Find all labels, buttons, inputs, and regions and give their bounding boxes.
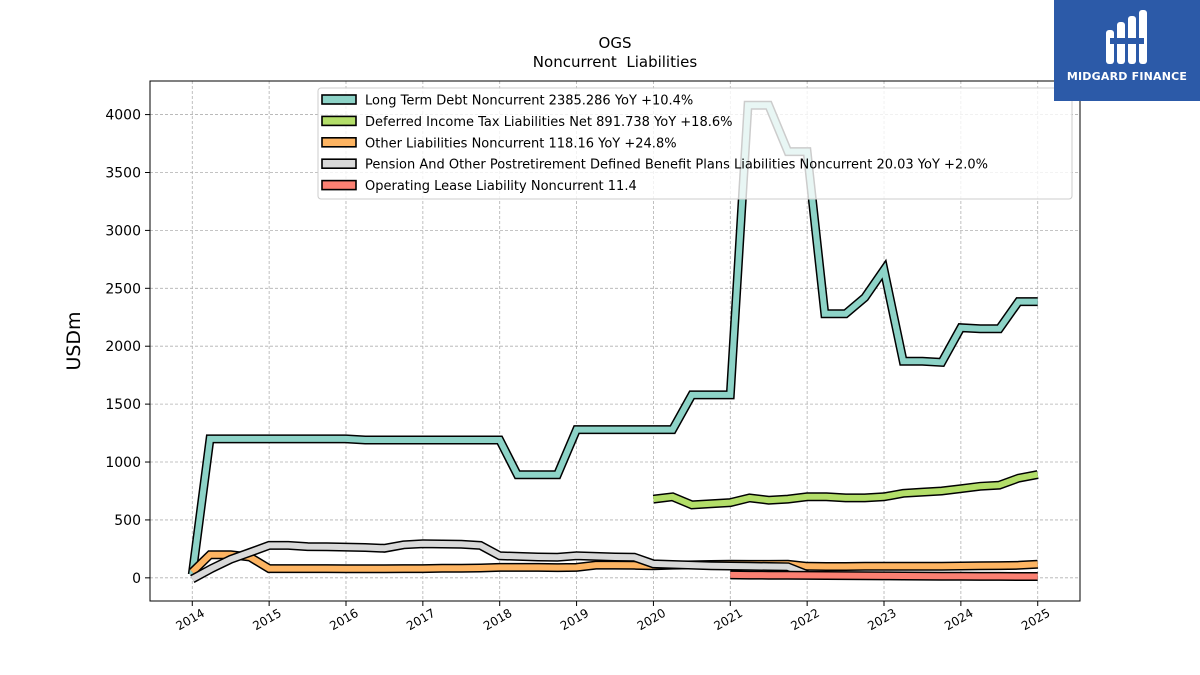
y-tick-label: 2500	[105, 281, 141, 297]
legend-label: Deferred Income Tax Liabilities Net 891.…	[365, 115, 733, 130]
y-axis-label: USDm	[63, 311, 85, 370]
chart-title: OGS	[599, 34, 632, 52]
legend-box	[317, 87, 1073, 200]
y-tick-label: 2000	[105, 339, 141, 355]
series-line-0	[189, 102, 1038, 575]
y-tick-label: 1500	[105, 397, 141, 413]
x-tick-label: 2016	[327, 606, 360, 633]
x-tick-label: 2014	[174, 606, 207, 633]
y-tick-label: 1000	[105, 455, 141, 471]
legend-swatch	[321, 158, 357, 169]
y-tick-label: 0	[132, 571, 141, 587]
x-tick-label: 2017	[404, 606, 437, 633]
brand-mark-icon	[1106, 10, 1147, 64]
x-tick-label: 2025	[1019, 606, 1052, 633]
x-tick-label: 2018	[481, 606, 514, 633]
brand-logo: MIDGARD FINANCE	[1054, 0, 1200, 101]
series-line-1	[653, 471, 1039, 508]
x-tick-label: 2019	[558, 606, 591, 633]
legend-label: Other Liabilities Noncurrent 118.16 YoY …	[365, 136, 677, 151]
plot-frame	[149, 80, 1081, 602]
brand-name: MIDGARD FINANCE	[1066, 70, 1188, 83]
legend-swatch	[321, 94, 357, 105]
legend-label: Operating Lease Liability Noncurrent 11.…	[365, 179, 637, 194]
legend-swatch	[321, 179, 357, 191]
series-line-3	[190, 540, 809, 582]
legend-swatch	[321, 137, 357, 148]
x-tick-label: 2024	[942, 606, 975, 633]
y-tick-label: 500	[114, 513, 141, 529]
legend: Long Term Debt Noncurrent 2385.286 YoY +…	[317, 87, 1073, 200]
legend-swatch	[321, 115, 357, 127]
legend-label: Long Term Debt Noncurrent 2385.286 YoY +…	[365, 94, 693, 109]
x-tick-label: 2023	[865, 606, 898, 633]
legend-label: Pension And Other Postretirement Defined…	[365, 158, 988, 173]
x-tick-label: 2021	[712, 606, 745, 633]
y-tick-label: 4000	[105, 108, 141, 124]
series-line-2	[190, 551, 1038, 575]
series-layer	[187, 100, 1039, 583]
y-tick-label: 3500	[105, 165, 141, 181]
y-tick-label: 3000	[105, 223, 141, 239]
series-line-4	[730, 571, 1038, 580]
x-tick-label: 2022	[788, 606, 821, 633]
x-tick-label: 2015	[250, 606, 283, 633]
chart-subtitle: Noncurrent Liabilities	[533, 53, 698, 71]
x-tick-label: 2020	[635, 606, 668, 633]
